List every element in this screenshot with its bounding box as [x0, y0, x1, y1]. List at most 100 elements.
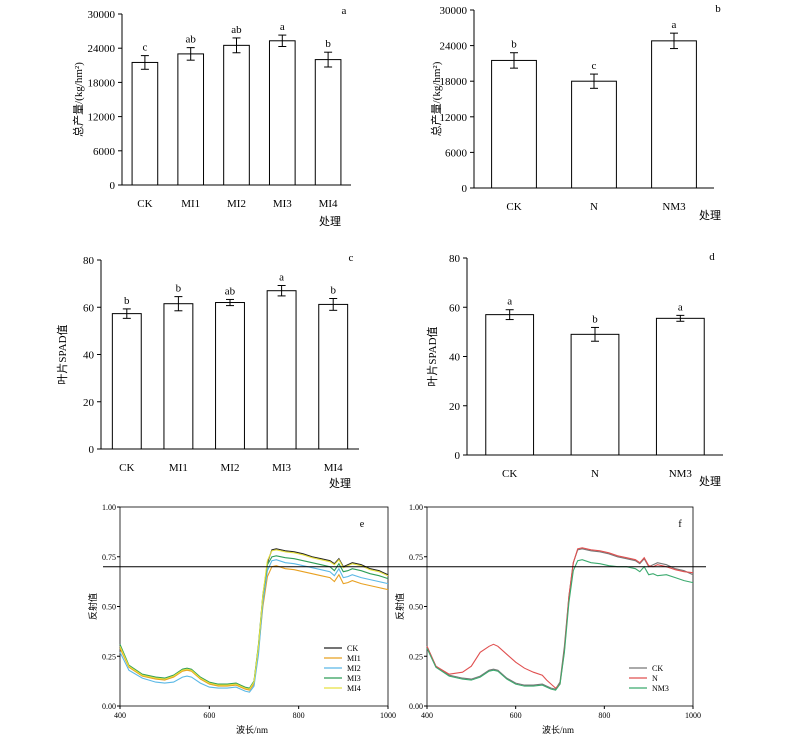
y-axis-title: 反射值 [394, 593, 405, 620]
bar [131, 61, 159, 186]
y-tick-label: 1.00 [409, 503, 423, 512]
panel-label: c [349, 252, 354, 264]
x-tick-label: MI1 [181, 198, 200, 210]
y-tick-label: 0 [462, 183, 468, 195]
y-tick-label: 12000 [440, 112, 468, 124]
y-tick-label: 18000 [88, 77, 116, 89]
y-tick-label: 0.75 [409, 553, 423, 562]
x-tick-label: CK [137, 198, 152, 210]
y-axis-title: 总产量/(kg/hm²) [71, 62, 85, 137]
panel-label: d [709, 251, 715, 263]
y-tick-label: 60 [83, 302, 95, 314]
legend-label: MI4 [347, 684, 361, 693]
plot-frame [119, 506, 389, 707]
x-axis-title: 处理 [699, 475, 721, 488]
significance-letter: a [672, 19, 677, 31]
x-tick-label: 1000 [685, 711, 701, 720]
legend-label: NM3 [652, 684, 669, 693]
x-tick-label: CK [502, 468, 517, 480]
x-tick-label: NM3 [669, 468, 693, 480]
bar [314, 59, 342, 186]
x-tick-label: 600 [203, 711, 215, 720]
significance-letter: b [176, 283, 182, 295]
series-line [426, 559, 694, 691]
x-tick-label: NM3 [662, 201, 686, 213]
y-tick-label: 0 [455, 450, 461, 462]
series-line [119, 559, 389, 693]
significance-letter: a [507, 296, 512, 308]
y-tick-label: 24000 [440, 41, 468, 53]
legend-label: MI3 [347, 674, 361, 683]
significance-letter: b [325, 38, 331, 50]
panel-a: 0600012000180002400030000cCKabMI1abMI2aM… [71, 5, 351, 228]
x-tick-label: N [591, 468, 599, 480]
y-tick-label: 12000 [88, 112, 116, 124]
panel-label: f [678, 519, 682, 530]
significance-letter: c [142, 42, 147, 54]
bar [570, 333, 620, 456]
x-tick-label: 800 [293, 711, 305, 720]
bar [571, 80, 617, 189]
x-tick-label: MI4 [319, 198, 338, 210]
significance-letter: a [280, 21, 285, 33]
y-tick-label: 0.25 [409, 652, 423, 661]
y-axis-title: 反射值 [87, 593, 98, 620]
x-tick-label: 400 [421, 711, 433, 720]
bar [177, 53, 205, 186]
significance-letter: b [330, 285, 336, 297]
significance-letter: a [678, 301, 683, 313]
x-tick-label: 1000 [380, 711, 396, 720]
y-tick-label: 0.25 [102, 652, 116, 661]
y-tick-label: 30000 [88, 9, 116, 21]
x-axis-title: 处理 [319, 215, 341, 228]
bar [655, 317, 705, 456]
x-tick-label: 600 [510, 711, 522, 720]
legend-label: N [652, 674, 658, 683]
y-tick-label: 0.00 [102, 702, 116, 711]
significance-letter: a [279, 272, 284, 284]
bar [163, 303, 194, 450]
x-tick-label: N [590, 201, 598, 213]
bar [485, 314, 535, 456]
x-tick-label: MI2 [227, 198, 246, 210]
y-tick-label: 18000 [440, 76, 468, 88]
significance-letter: ab [186, 34, 197, 46]
y-tick-label: 6000 [93, 146, 116, 158]
significance-letter: c [592, 60, 597, 72]
x-tick-label: 800 [598, 711, 610, 720]
legend-label: MI1 [347, 654, 361, 663]
x-tick-label: MI3 [272, 462, 291, 474]
y-tick-label: 0.50 [409, 603, 423, 612]
y-axis-title: 叶片SPAD值 [426, 326, 439, 386]
plot-frame [426, 506, 694, 707]
bar [223, 44, 250, 186]
x-tick-label: 400 [114, 711, 126, 720]
y-tick-label: 20 [83, 397, 95, 409]
y-tick-label: 0 [110, 180, 116, 192]
bar [215, 302, 245, 450]
legend-label: CK [347, 644, 358, 653]
panel-c: 0 20 40 60 80 b CK b MI1 ab MI2 a MI3 b MI4 c 处理 叶片SPAD值 [56, 252, 359, 490]
panel-label: a [342, 5, 347, 17]
x-tick-label: MI3 [273, 198, 292, 210]
x-axis-title: 处理 [699, 209, 721, 222]
significance-letter: b [124, 295, 130, 307]
bar [491, 59, 537, 189]
x-axis-title: 处理 [329, 477, 351, 490]
x-tick-label: CK [119, 462, 134, 474]
panel-label: b [715, 3, 721, 15]
bar [651, 40, 697, 189]
y-tick-label: 0.75 [102, 553, 116, 562]
panel-d: 0 20 40 60 80 a CK b Na NM3 d 处理 叶片SPAD值 [426, 251, 723, 488]
x-tick-label: CK [506, 201, 521, 213]
y-tick-label: 20 [449, 401, 461, 413]
y-tick-label: 60 [449, 302, 461, 314]
y-tick-label: 0.00 [409, 702, 423, 711]
significance-letter: ab [225, 285, 236, 297]
x-tick-label: MI4 [324, 462, 343, 474]
y-tick-label: 24000 [88, 43, 116, 55]
legend-label: CK [652, 664, 663, 673]
